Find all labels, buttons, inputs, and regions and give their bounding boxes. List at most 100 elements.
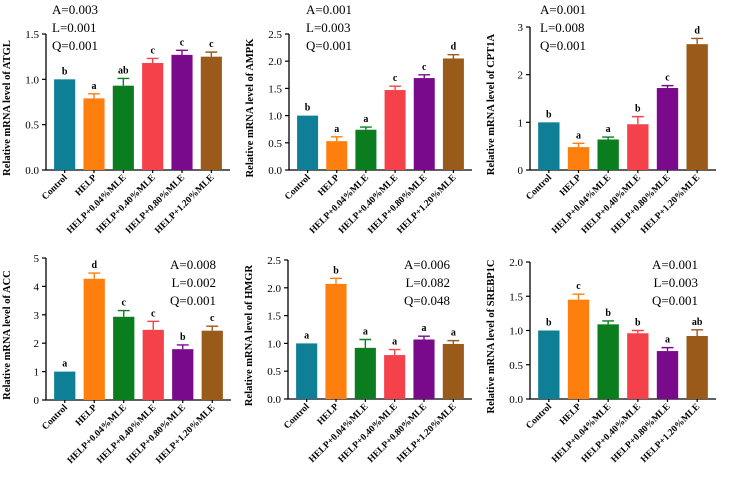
error-bar bbox=[359, 338, 372, 348]
y-tick-label: 0 bbox=[518, 165, 524, 177]
error-bar bbox=[418, 335, 430, 340]
bar-HELP+0.80%MLE bbox=[656, 351, 679, 399]
y-tick-label: 3 bbox=[518, 22, 524, 34]
significance-letter: b bbox=[546, 318, 552, 329]
significance-letter: c bbox=[210, 313, 215, 324]
error-bar bbox=[147, 320, 160, 330]
y-tick-label: 5 bbox=[34, 253, 40, 265]
significance-letter: a bbox=[451, 328, 456, 339]
significance-letter: ab bbox=[118, 65, 129, 76]
significance-letter: c bbox=[122, 298, 127, 309]
error-bar bbox=[602, 136, 615, 140]
significance-letter: b bbox=[605, 308, 611, 319]
error-bar bbox=[572, 293, 585, 300]
significance-letter: b bbox=[180, 332, 186, 343]
significance-letter: d bbox=[451, 42, 457, 53]
y-tick-label: 2.0 bbox=[509, 257, 523, 269]
stat-annotation: A=0.001 bbox=[540, 2, 586, 17]
bar-HELP bbox=[83, 278, 105, 400]
error-bar bbox=[572, 142, 585, 148]
x-tick-label: HELP+1.20%MLE bbox=[153, 173, 216, 236]
stat-annotation: A=0.003 bbox=[52, 2, 98, 17]
significance-letter: a bbox=[363, 114, 368, 125]
stat-annotation: Q=0.001 bbox=[52, 38, 98, 53]
error-bar bbox=[388, 348, 401, 356]
significance-letter: a bbox=[334, 124, 339, 135]
bar-HELP+0.40%MLE bbox=[384, 90, 406, 170]
stat-annotation: A=0.008 bbox=[170, 257, 216, 272]
significance-letter: a bbox=[304, 330, 309, 341]
y-tick-label: 2.0 bbox=[268, 56, 282, 68]
bar-HELP+0.40%MLE bbox=[142, 329, 164, 400]
y-tick-label: 1.5 bbox=[509, 291, 523, 303]
x-tick-label: Control bbox=[40, 173, 70, 203]
y-tick-label: 0.0 bbox=[267, 394, 281, 406]
bar-HELP+0.04%MLE bbox=[354, 347, 376, 399]
y-tick-label: 1.5 bbox=[25, 29, 39, 41]
y-tick-label: 1.5 bbox=[268, 83, 282, 95]
bar-HELP+0.40%MLE bbox=[384, 355, 406, 399]
x-tick-label: Control bbox=[525, 173, 555, 203]
stat-annotation: L=0.003 bbox=[306, 20, 351, 35]
significance-letter: c bbox=[576, 281, 581, 292]
error-bar bbox=[88, 93, 100, 99]
significance-letter: a bbox=[92, 81, 97, 92]
bar-HELP+1.20%MLE bbox=[442, 58, 464, 171]
y-tick-label: 0.0 bbox=[268, 165, 282, 177]
bar-Control bbox=[54, 371, 76, 400]
error-bar bbox=[146, 57, 159, 64]
error-bar bbox=[418, 74, 431, 79]
bar-HELP+0.40%MLE bbox=[627, 333, 649, 399]
y-axis-label: Relative mRNA level of ATGL bbox=[2, 40, 13, 176]
stat-annotation: Q=0.001 bbox=[306, 38, 352, 53]
error-bar bbox=[447, 53, 460, 59]
stat-annotation: A=0.001 bbox=[652, 257, 698, 272]
significance-letter: c bbox=[151, 308, 156, 319]
bar-Control bbox=[538, 330, 560, 399]
y-tick-label: 2 bbox=[34, 338, 40, 350]
bar-HELP+0.80%MLE bbox=[171, 54, 193, 170]
bar-HELP+0.04%MLE bbox=[113, 316, 135, 400]
bar-HELP bbox=[567, 299, 590, 399]
bar-HELP+1.20%MLE bbox=[200, 56, 222, 170]
significance-letter: b bbox=[546, 109, 552, 120]
y-axis-label: Relative mRNA level of SREBP1C bbox=[486, 260, 497, 414]
significance-letter: a bbox=[606, 124, 611, 135]
error-bar bbox=[389, 85, 401, 91]
x-tick-label: HELP bbox=[316, 402, 341, 427]
significance-letter: c bbox=[422, 62, 427, 73]
y-tick-label: 3 bbox=[34, 310, 40, 322]
significance-letter: a bbox=[62, 359, 67, 370]
bar-HELP+0.04%MLE bbox=[112, 85, 134, 170]
y-tick-label: 4 bbox=[34, 281, 40, 293]
bar-HELP+0.04%MLE bbox=[597, 324, 619, 399]
bar-HELP+1.20%MLE bbox=[201, 330, 223, 400]
stat-annotation: A=0.001 bbox=[306, 2, 352, 17]
y-tick-label: 0.5 bbox=[268, 138, 282, 150]
significance-letter: c bbox=[209, 39, 214, 50]
error-bar bbox=[330, 277, 342, 284]
x-tick-label: HELP bbox=[317, 173, 342, 198]
stat-annotation: A=0.006 bbox=[404, 257, 450, 272]
bar-HELP+0.40%MLE bbox=[627, 124, 649, 170]
y-axis-label: Relative mRNA level of CPT1A bbox=[486, 34, 497, 176]
y-tick-label: 0.5 bbox=[509, 360, 523, 372]
stat-annotation: L=0.082 bbox=[405, 275, 450, 290]
bar-HELP+1.20%MLE bbox=[686, 44, 708, 170]
bar-HELP+0.80%MLE bbox=[413, 339, 435, 399]
y-tick-label: 1.0 bbox=[268, 111, 282, 123]
significance-letter: d bbox=[91, 260, 97, 271]
significance-letter: a bbox=[392, 337, 397, 348]
y-tick-label: 1.0 bbox=[25, 74, 39, 86]
y-tick-label: 2.0 bbox=[267, 283, 281, 295]
significance-letter: b bbox=[635, 104, 641, 115]
significance-letter: ab bbox=[692, 317, 703, 328]
y-tick-label: 0.5 bbox=[25, 120, 39, 132]
bar-HELP+0.80%MLE bbox=[656, 88, 679, 170]
error-bar bbox=[176, 49, 188, 55]
significance-letter: b bbox=[635, 318, 641, 329]
error-bar bbox=[330, 136, 343, 142]
y-tick-label: 1 bbox=[34, 367, 40, 379]
bar-HELP bbox=[326, 141, 348, 170]
y-tick-label: 0.5 bbox=[267, 366, 281, 378]
